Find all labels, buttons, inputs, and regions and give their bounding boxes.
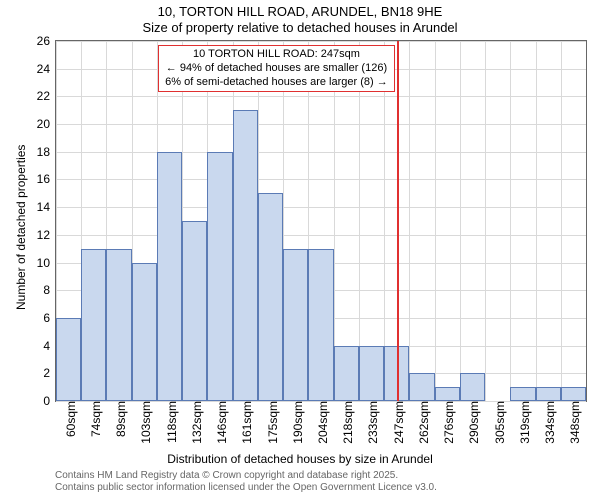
y-tick-label: 24 [37,62,56,76]
histogram-bar [106,249,131,401]
grid-line [561,41,562,401]
x-tick-label: 146sqm [211,401,229,444]
chart-title-line1: 10, TORTON HILL ROAD, ARUNDEL, BN18 9HE [0,4,600,19]
histogram-bar [283,249,308,401]
x-tick-label: 348sqm [564,401,582,444]
footer-line2: Contains public sector information licen… [55,482,437,494]
grid-line [56,96,586,97]
grid-line [56,152,586,153]
marker-callout: 10 TORTON HILL ROAD: 247sqm← 94% of deta… [158,45,395,92]
y-tick-label: 26 [37,34,56,48]
chart-container: 10, TORTON HILL ROAD, ARUNDEL, BN18 9HE … [0,0,600,500]
grid-line [56,235,586,236]
histogram-bar [308,249,333,401]
histogram-bar [359,346,384,401]
x-tick-label: 290sqm [463,401,481,444]
chart-title-line2: Size of property relative to detached ho… [0,20,600,35]
histogram-bar [561,387,586,401]
grid-line [56,207,586,208]
plot-area: 0246810121416182022242660sqm74sqm89sqm10… [55,40,587,402]
x-tick-label: 247sqm [388,401,406,444]
y-tick-label: 12 [37,228,56,242]
callout-line: 10 TORTON HILL ROAD: 247sqm [165,48,388,62]
x-tick-label: 118sqm [161,401,179,443]
y-tick-label: 14 [37,200,56,214]
y-tick-label: 16 [37,172,56,186]
callout-line: 6% of semi-detached houses are larger (8… [165,76,388,90]
y-tick-label: 4 [43,339,56,353]
histogram-bar [460,373,485,401]
callout-line: ← 94% of detached houses are smaller (12… [165,62,388,76]
y-axis-label: Number of detached properties [14,145,28,310]
grid-line [485,41,486,401]
grid-line [510,41,511,401]
x-tick-label: 305sqm [489,401,507,444]
histogram-bar [182,221,207,401]
y-tick-label: 8 [43,283,56,297]
y-tick-label: 10 [37,256,56,270]
histogram-bar [536,387,561,401]
histogram-bar [132,263,157,401]
x-tick-label: 132sqm [186,401,204,444]
x-tick-label: 190sqm [287,401,305,444]
histogram-bar [233,110,258,401]
grid-line [56,179,586,180]
histogram-bar [435,387,460,401]
y-tick-label: 22 [37,89,56,103]
grid-line [56,124,586,125]
x-tick-label: 74sqm [85,401,103,437]
y-tick-label: 0 [43,394,56,408]
histogram-bar [157,152,182,401]
marker-line [397,41,399,401]
grid-line [409,41,410,401]
y-tick-label: 18 [37,145,56,159]
histogram-bar [207,152,232,401]
grid-line [56,41,586,42]
histogram-bar [56,318,81,401]
x-tick-label: 334sqm [539,401,557,444]
grid-line [435,41,436,401]
y-tick-label: 20 [37,117,56,131]
footer-line1: Contains HM Land Registry data © Crown c… [55,470,437,482]
attribution-footer: Contains HM Land Registry data © Crown c… [55,470,437,494]
x-tick-label: 204sqm [312,401,330,444]
histogram-bar [510,387,535,401]
grid-line [460,41,461,401]
x-tick-label: 319sqm [514,401,532,444]
y-tick-label: 6 [43,311,56,325]
x-tick-label: 60sqm [60,401,78,437]
x-tick-label: 276sqm [438,401,456,444]
x-axis-label: Distribution of detached houses by size … [0,452,600,466]
x-tick-label: 233sqm [362,401,380,444]
y-tick-label: 2 [43,366,56,380]
x-tick-label: 218sqm [337,401,355,444]
histogram-bar [258,193,283,401]
x-tick-label: 175sqm [262,401,280,444]
histogram-bar [81,249,106,401]
x-tick-label: 103sqm [135,401,153,444]
histogram-bar [409,373,434,401]
grid-line [536,41,537,401]
x-tick-label: 161sqm [236,401,254,444]
histogram-bar [334,346,359,401]
x-tick-label: 262sqm [413,401,431,444]
x-tick-label: 89sqm [110,401,128,437]
